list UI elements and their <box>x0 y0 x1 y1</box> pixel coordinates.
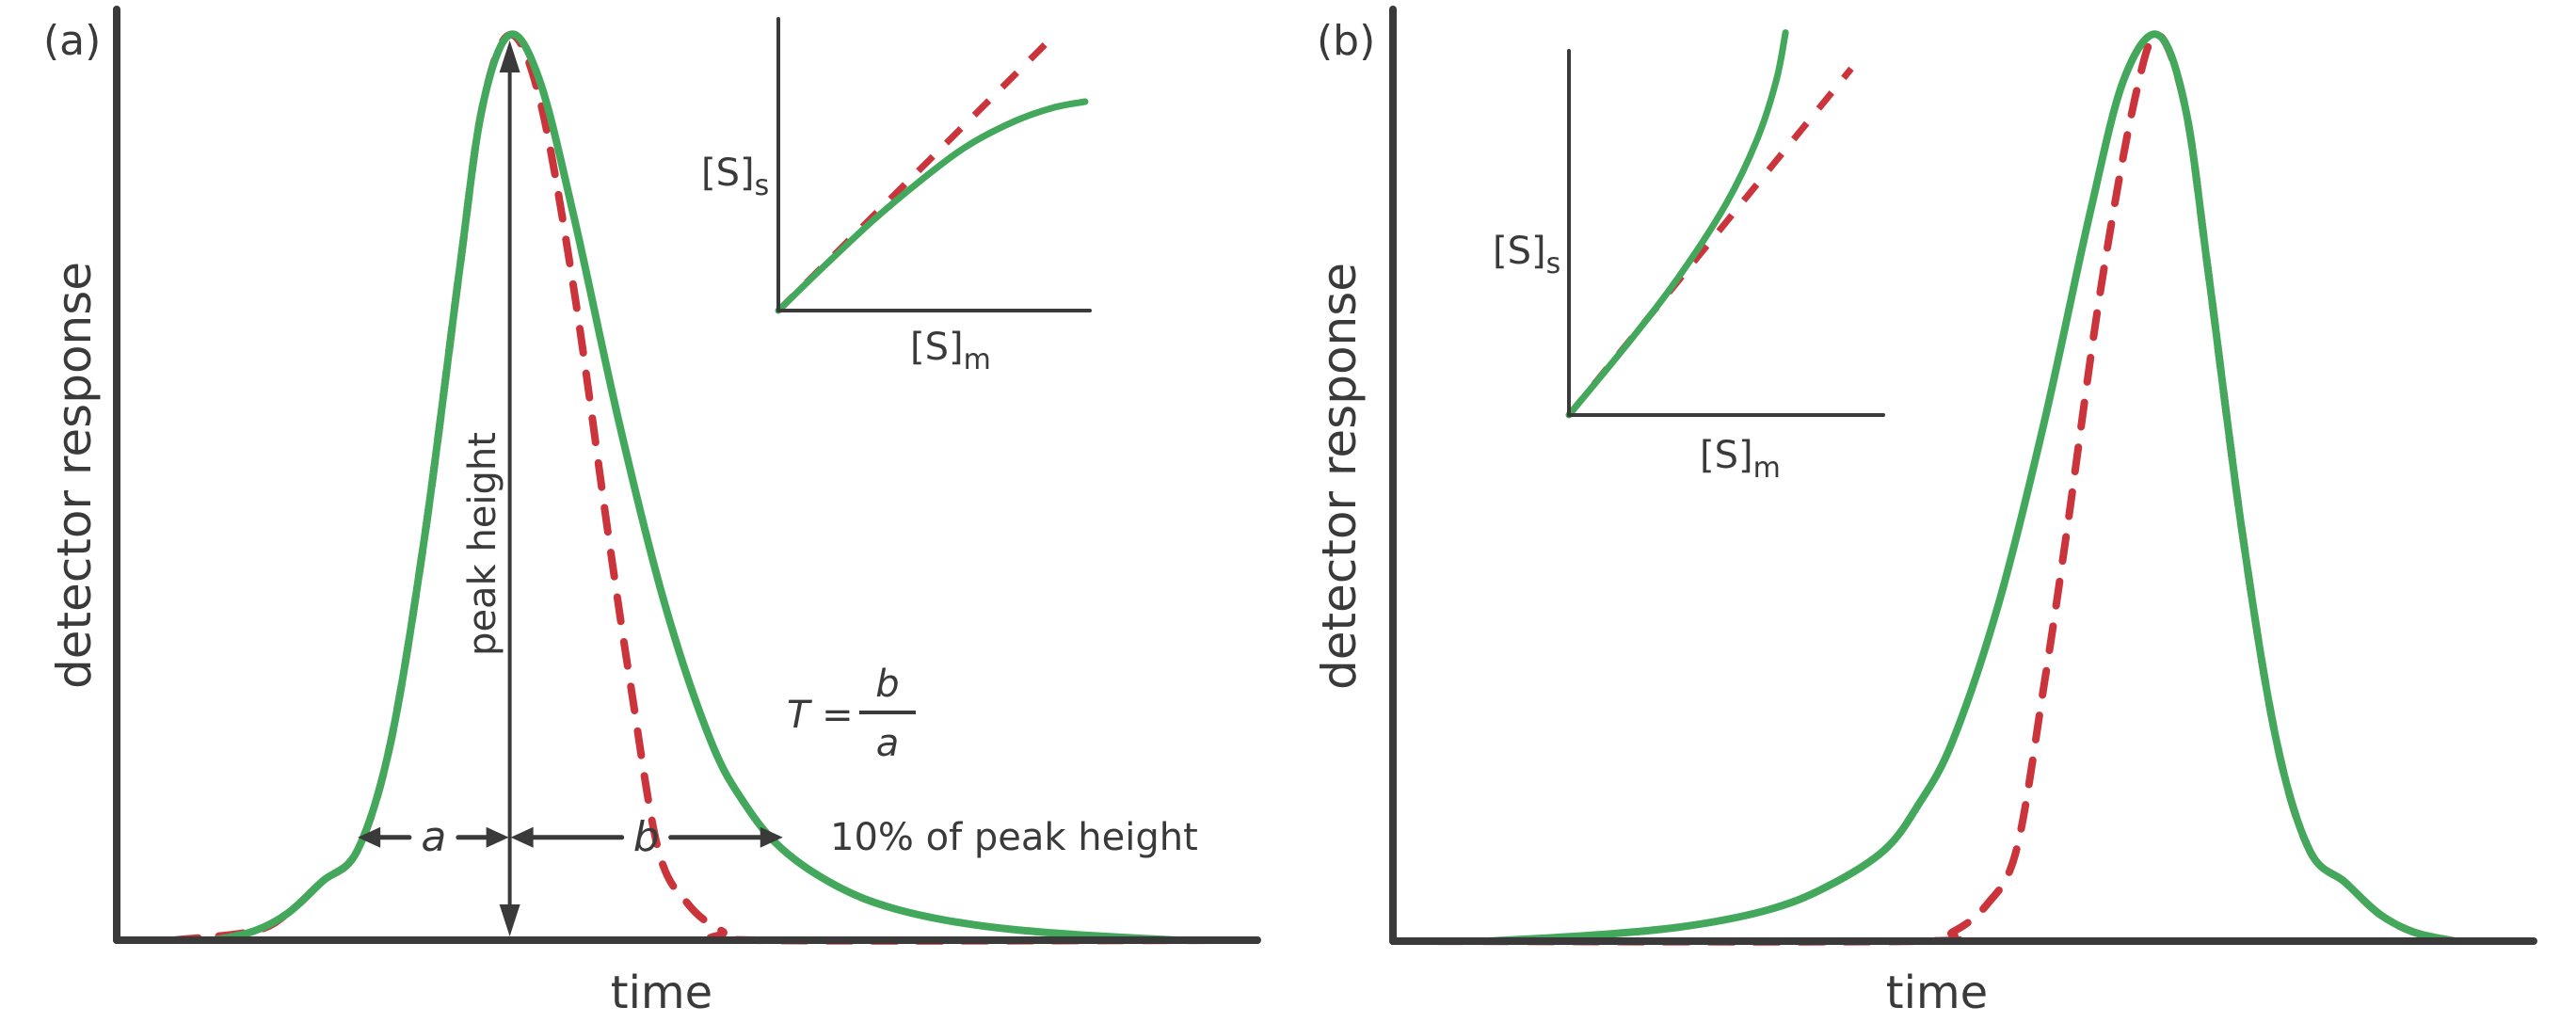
inset-a-xlabel-sub: m <box>964 344 991 376</box>
panel-b-ylabel: detector response <box>1312 263 1367 690</box>
inset-b-ylabel: [S]s <box>1493 230 1560 280</box>
inset-b-xlabel-sub: m <box>1753 452 1781 485</box>
inset-b-xlabel-main: [S] <box>1700 434 1753 477</box>
inset-a-ylabel-main: [S] <box>701 152 755 195</box>
tailing-formula: T = b a <box>787 663 916 765</box>
formula-numerator: b <box>875 663 899 706</box>
peak-height-arrowhead-up <box>499 40 520 72</box>
peak-height-label: peak height <box>461 432 504 656</box>
panel-a: (a) detector response time peak height a… <box>43 6 1261 1019</box>
formula-denominator: a <box>876 722 900 765</box>
b-arrowhead-left <box>510 826 534 848</box>
b-width-label: b <box>633 813 660 861</box>
inset-a-linear-isotherm-line <box>776 30 1060 313</box>
peak-height-arrowhead-down <box>499 904 520 936</box>
panel-b-xlabel: time <box>1886 967 1988 1019</box>
inset-a-isotherm-line <box>775 98 1089 314</box>
panel-a-xlabel: time <box>611 967 712 1019</box>
panel-a-label: (a) <box>43 17 101 65</box>
b-arrowhead-right <box>760 826 783 848</box>
ten-percent-label: 10% of peak height <box>830 816 1198 859</box>
panel-a-tailing-peak-line <box>210 30 1181 944</box>
panel-a-ylabel: detector response <box>47 262 102 689</box>
inset-a-xlabel-main: [S] <box>910 326 964 369</box>
panel-b-inset: [S]s [S]m <box>1493 29 1885 485</box>
peak-height-annotation: peak height a b 10% of peak height <box>358 40 1198 936</box>
inset-a-xlabel: [S]m <box>910 326 991 376</box>
inset-a-ylabel: [S]s <box>701 152 769 202</box>
a-arrowhead-right <box>486 826 509 848</box>
inset-b-linear-isotherm-line <box>1566 66 1854 418</box>
a-width-label: a <box>421 813 446 861</box>
panel-b-label: (b) <box>1317 17 1375 65</box>
inset-b-xlabel: [S]m <box>1700 434 1781 485</box>
inset-a-ylabel-sub: s <box>755 169 770 202</box>
a-arrowhead-left <box>358 826 381 848</box>
formula-lhs: T = <box>787 694 854 737</box>
inset-b-ylabel-sub: s <box>1546 248 1561 280</box>
inset-b-isotherm-line <box>1565 29 1789 419</box>
panel-b: (b) detector response time [S]s [S]m <box>1312 6 2537 1019</box>
panel-a-inset: [S]s [S]m <box>701 17 1092 376</box>
inset-b-ylabel-main: [S] <box>1493 230 1546 273</box>
panel-b-fronting-peak-line <box>1484 30 2459 945</box>
